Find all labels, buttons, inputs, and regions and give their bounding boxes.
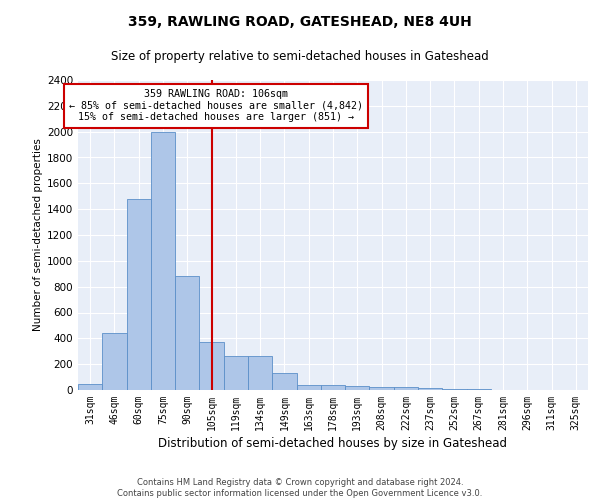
Bar <box>442 388 467 390</box>
Bar <box>102 333 127 390</box>
Bar <box>345 386 370 390</box>
Text: Contains HM Land Registry data © Crown copyright and database right 2024.
Contai: Contains HM Land Registry data © Crown c… <box>118 478 482 498</box>
Bar <box>394 388 418 390</box>
Bar <box>199 342 224 390</box>
Text: 359 RAWLING ROAD: 106sqm
← 85% of semi-detached houses are smaller (4,842)
15% o: 359 RAWLING ROAD: 106sqm ← 85% of semi-d… <box>69 90 363 122</box>
Bar <box>370 387 394 390</box>
Bar <box>127 199 151 390</box>
X-axis label: Distribution of semi-detached houses by size in Gateshead: Distribution of semi-detached houses by … <box>158 437 508 450</box>
Bar <box>78 384 102 390</box>
Bar <box>418 388 442 390</box>
Bar <box>321 385 345 390</box>
Bar <box>272 373 296 390</box>
Text: Size of property relative to semi-detached houses in Gateshead: Size of property relative to semi-detach… <box>111 50 489 63</box>
Bar <box>175 276 199 390</box>
Y-axis label: Number of semi-detached properties: Number of semi-detached properties <box>33 138 43 332</box>
Bar <box>248 356 272 390</box>
Text: 359, RAWLING ROAD, GATESHEAD, NE8 4UH: 359, RAWLING ROAD, GATESHEAD, NE8 4UH <box>128 15 472 29</box>
Bar <box>296 385 321 390</box>
Bar <box>151 132 175 390</box>
Bar <box>224 356 248 390</box>
